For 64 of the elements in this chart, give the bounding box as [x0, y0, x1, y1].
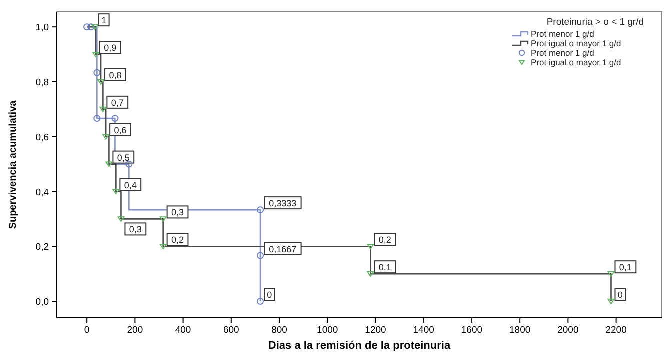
x-tick-label: 800 [272, 325, 288, 336]
x-tick-label: 400 [175, 325, 192, 336]
point [118, 216, 125, 222]
data-label: 0,8 [109, 70, 122, 80]
data-label: 0,1 [619, 262, 632, 273]
y-axis-title: Supervivencia acumulativa [8, 100, 19, 230]
data-label: 0,9 [104, 43, 117, 54]
legend-label: Prot igual o mayor 1 g/d [531, 58, 622, 68]
point [102, 134, 110, 140]
x-tick-label: 1400 [413, 325, 434, 336]
data-label: 0,3333 [269, 198, 297, 209]
data-label: 0,1667 [269, 244, 297, 254]
data-label: 0,4 [124, 180, 137, 190]
data-label: 0,1 [378, 262, 392, 273]
point [112, 189, 120, 195]
data-label: 0 [618, 290, 623, 300]
y-tick-label: 0,0 [36, 297, 49, 308]
point [257, 298, 264, 306]
point [367, 244, 374, 250]
x-tick-label: 1000 [317, 325, 338, 336]
y-tick-label: 0,6 [36, 132, 49, 144]
x-tick-label: 1600 [461, 325, 483, 336]
point [112, 115, 119, 122]
x-tick-label: 2000 [558, 325, 579, 336]
point [94, 115, 101, 122]
x-tick-label: 2200 [606, 325, 627, 336]
x-tick-label: 0 [84, 325, 90, 336]
point [257, 206, 264, 214]
data-label: 0,3 [129, 224, 142, 235]
x-tick-label: 200 [127, 325, 144, 336]
x-tick-label: 1800 [510, 325, 531, 336]
legend-title: Proteinuria > o < 1 gr/d [546, 17, 644, 28]
x-tick-label: 600 [223, 325, 240, 336]
y-tick-label: 0,4 [36, 187, 49, 198]
y-tick-label: 0,8 [36, 77, 49, 88]
y-tick-label: 1,0 [36, 22, 49, 34]
point [608, 271, 615, 277]
point [100, 106, 107, 112]
point [160, 244, 167, 250]
data-label: 0 [267, 290, 272, 300]
data-label: 1 [102, 16, 107, 26]
x-tick-label: 1200 [365, 325, 386, 336]
point [88, 24, 95, 31]
data-label: 0,5 [117, 152, 130, 163]
data-label: 0,2 [172, 235, 184, 246]
data-label: 0,3 [172, 208, 184, 218]
legend-label: Prot menor 1 g/d [531, 29, 595, 39]
y-tick-label: 0,2 [36, 242, 49, 254]
point [98, 79, 105, 85]
legend-label: Prot menor 1 g/d [531, 48, 595, 58]
point [608, 298, 615, 304]
data-label: 0,2 [378, 235, 392, 246]
legend-label: Prot igual o mayor 1 g/d [531, 38, 622, 48]
point [106, 162, 113, 168]
point [92, 24, 99, 30]
data-label: 0,6 [114, 125, 127, 136]
point [94, 69, 101, 76]
x-axis-title: Dias a la remisión de la proteinuria [268, 340, 452, 352]
point [257, 252, 264, 260]
point [84, 24, 91, 31]
point [92, 52, 100, 58]
point [160, 216, 167, 222]
data-label: 0,7 [111, 98, 124, 108]
point [367, 271, 374, 277]
